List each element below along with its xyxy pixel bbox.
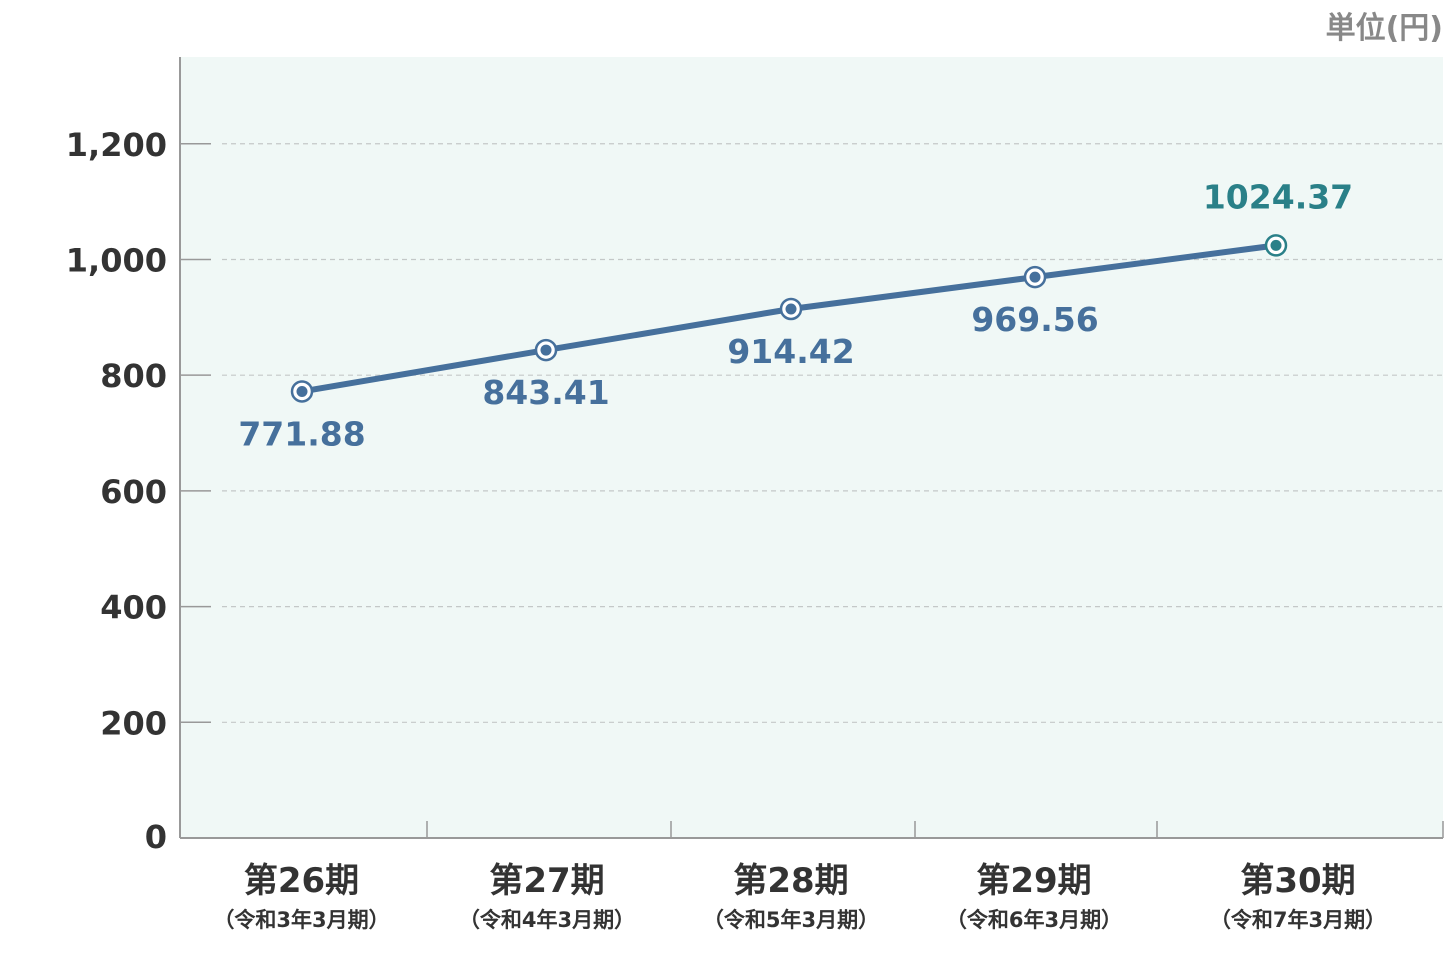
y-tick-label: 800 bbox=[100, 357, 167, 395]
data-label: 969.56 bbox=[971, 300, 1098, 339]
x-category-label: 第30期 bbox=[1240, 861, 1355, 901]
y-tick-label: 1,000 bbox=[66, 241, 167, 279]
x-subcategory-label: （令和7年3月期） bbox=[1210, 908, 1386, 932]
y-tick-label: 1,200 bbox=[66, 126, 167, 164]
x-subcategory-label: （令和5年3月期） bbox=[703, 908, 879, 932]
x-category-label: 第27期 bbox=[489, 861, 604, 901]
data-label: 1024.37 bbox=[1203, 177, 1353, 216]
data-point-dot bbox=[1270, 239, 1282, 251]
data-label: 771.88 bbox=[238, 414, 365, 453]
data-point-dot bbox=[540, 344, 552, 356]
x-category-label: 第28期 bbox=[733, 861, 848, 901]
x-category-label: 第29期 bbox=[976, 861, 1091, 901]
x-category-label: 第26期 bbox=[244, 861, 359, 901]
data-point-dot bbox=[785, 303, 797, 315]
data-point-dot bbox=[1029, 271, 1041, 283]
data-label: 843.41 bbox=[482, 373, 609, 412]
x-subcategory-label: （令和6年3月期） bbox=[946, 908, 1122, 932]
x-subcategory-label: （令和3年3月期） bbox=[213, 908, 389, 932]
x-subcategory-label: （令和4年3月期） bbox=[459, 908, 635, 932]
unit-label: 単位(円) bbox=[1326, 11, 1443, 46]
plot-area bbox=[180, 57, 1443, 838]
y-tick-label: 0 bbox=[145, 818, 167, 856]
y-tick-label: 600 bbox=[100, 473, 167, 511]
data-point-dot bbox=[296, 385, 308, 397]
y-tick-label: 200 bbox=[100, 704, 167, 742]
data-label: 914.42 bbox=[727, 332, 854, 371]
y-tick-label: 400 bbox=[100, 589, 167, 627]
